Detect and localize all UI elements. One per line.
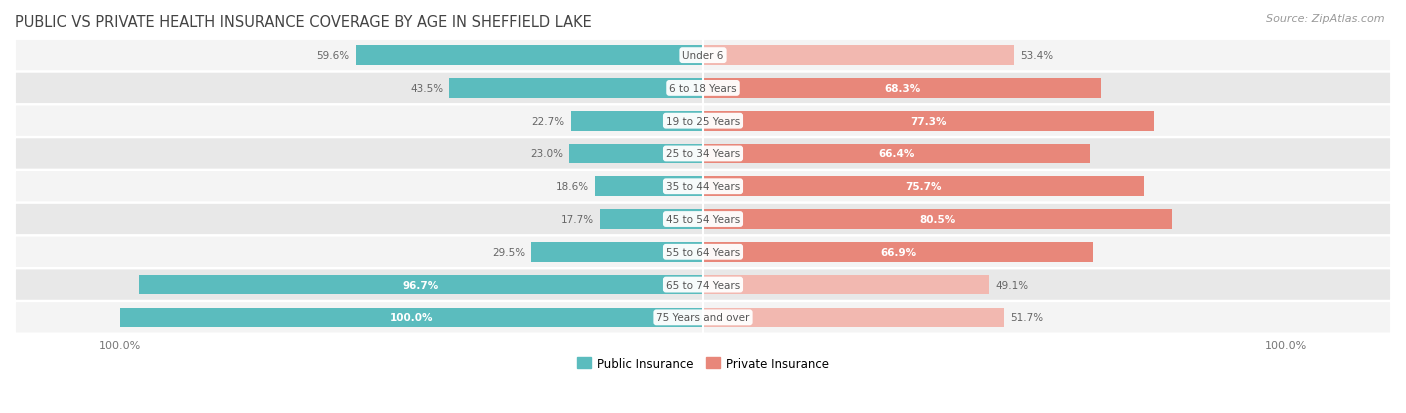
Text: 77.3%: 77.3% [910,116,946,126]
Bar [571,112,703,131]
Bar [703,144,1090,164]
Text: 6 to 18 Years: 6 to 18 Years [669,84,737,94]
Bar [531,242,703,262]
Text: 23.0%: 23.0% [530,149,562,159]
FancyBboxPatch shape [15,171,1391,203]
Text: 96.7%: 96.7% [404,280,439,290]
Text: 66.9%: 66.9% [880,247,917,257]
Text: 25 to 34 Years: 25 to 34 Years [666,149,740,159]
Text: Source: ZipAtlas.com: Source: ZipAtlas.com [1267,14,1385,24]
Text: 22.7%: 22.7% [531,116,565,126]
Text: 51.7%: 51.7% [1011,313,1043,323]
Text: 75 Years and over: 75 Years and over [657,313,749,323]
Text: 53.4%: 53.4% [1021,51,1053,61]
Text: 17.7%: 17.7% [561,214,593,225]
Text: 49.1%: 49.1% [995,280,1028,290]
Bar [703,210,1173,229]
FancyBboxPatch shape [15,138,1391,170]
Bar [120,308,703,328]
Text: PUBLIC VS PRIVATE HEALTH INSURANCE COVERAGE BY AGE IN SHEFFIELD LAKE: PUBLIC VS PRIVATE HEALTH INSURANCE COVER… [15,15,592,30]
FancyBboxPatch shape [15,105,1391,138]
Bar [703,242,1092,262]
Text: 65 to 74 Years: 65 to 74 Years [666,280,740,290]
FancyBboxPatch shape [15,236,1391,268]
Bar [703,79,1101,99]
FancyBboxPatch shape [15,269,1391,301]
FancyBboxPatch shape [15,40,1391,72]
Text: 100.0%: 100.0% [389,313,433,323]
Bar [703,112,1154,131]
Bar [703,275,990,295]
FancyBboxPatch shape [15,301,1391,334]
Text: 19 to 25 Years: 19 to 25 Years [666,116,740,126]
Legend: Public Insurance, Private Insurance: Public Insurance, Private Insurance [572,352,834,374]
Bar [356,46,703,66]
Bar [450,79,703,99]
Text: 45 to 54 Years: 45 to 54 Years [666,214,740,225]
Text: 35 to 44 Years: 35 to 44 Years [666,182,740,192]
Text: Under 6: Under 6 [682,51,724,61]
Text: 18.6%: 18.6% [555,182,589,192]
Text: 66.4%: 66.4% [879,149,915,159]
Bar [600,210,703,229]
Text: 75.7%: 75.7% [905,182,942,192]
Text: 68.3%: 68.3% [884,84,921,94]
FancyBboxPatch shape [15,203,1391,236]
Bar [595,177,703,197]
Bar [703,177,1144,197]
Bar [703,308,1004,328]
FancyBboxPatch shape [15,73,1391,105]
Bar [703,46,1014,66]
Text: 43.5%: 43.5% [411,84,443,94]
Text: 55 to 64 Years: 55 to 64 Years [666,247,740,257]
Text: 59.6%: 59.6% [316,51,350,61]
Text: 80.5%: 80.5% [920,214,956,225]
Text: 29.5%: 29.5% [492,247,526,257]
Bar [139,275,703,295]
Bar [569,144,703,164]
